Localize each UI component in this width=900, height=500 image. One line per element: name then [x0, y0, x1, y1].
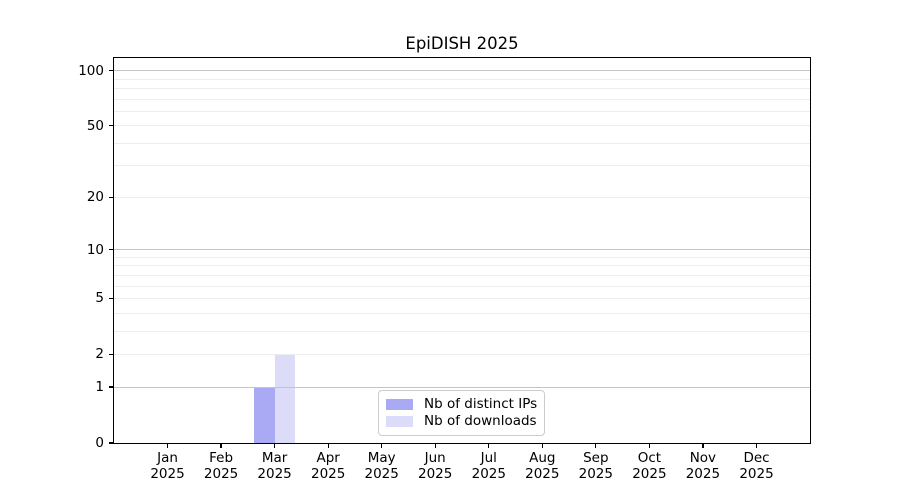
x-tick-month: Jul	[480, 450, 497, 466]
x-tick-year: 2025	[257, 466, 292, 482]
x-tick-month: Sep	[583, 450, 609, 466]
x-tick-month: Oct	[637, 450, 662, 466]
gridline-major	[114, 70, 810, 72]
x-tick-month: Feb	[209, 450, 234, 466]
x-tick-label-dec: Dec 2025	[727, 450, 787, 482]
x-tick-mark-may	[381, 443, 383, 448]
x-tick-year: 2025	[311, 466, 346, 482]
x-tick-mark-mar	[274, 443, 276, 448]
gridline-minor	[114, 125, 810, 127]
x-tick-year: 2025	[418, 466, 453, 482]
gridline-minor	[114, 110, 810, 112]
gridline-minor	[114, 330, 810, 332]
bar-distinct-ips-mar-2025	[253, 387, 275, 443]
gridline-minor	[114, 312, 810, 314]
x-tick-month: Jun	[424, 450, 446, 466]
x-tick-label-sep: Sep 2025	[566, 450, 626, 482]
plot-frame	[113, 57, 811, 444]
x-tick-mark-oct	[648, 443, 650, 448]
x-tick-year: 2025	[203, 466, 239, 482]
x-tick-mark-nov	[702, 443, 704, 448]
x-tick-month: Apr	[316, 450, 340, 466]
x-tick-mark-dec	[755, 443, 758, 448]
y-tick-mark-1	[109, 386, 114, 388]
x-tick-month: Mar	[261, 450, 288, 466]
gridline-minor	[114, 274, 810, 276]
x-tick-mark-sep	[595, 443, 597, 448]
x-tick-mark-feb	[220, 443, 222, 448]
y-tick-label-10: 10	[86, 241, 104, 258]
legend-swatch-downloads-icon	[386, 416, 413, 427]
legend-label-distinct-ips: Nb of distinct IPs	[424, 396, 538, 412]
x-tick-year: 2025	[632, 466, 667, 482]
x-tick-year: 2025	[150, 466, 185, 482]
gridline-major	[114, 249, 810, 250]
x-tick-label-nov: Nov 2025	[673, 450, 733, 482]
gridline-minor	[114, 142, 810, 144]
y-tick-label-2: 2	[95, 346, 104, 363]
gridline-minor	[114, 297, 810, 299]
gridline-minor	[114, 353, 810, 355]
x-tick-mark-jun	[434, 443, 436, 448]
x-tick-label-jul: Jul 2025	[459, 450, 519, 482]
x-tick-label-jan: Jan 2025	[138, 450, 198, 482]
legend-row-downloads: Nb of downloads	[386, 413, 537, 430]
x-tick-year: 2025	[578, 466, 613, 482]
x-tick-label-may: May 2025	[352, 450, 412, 482]
y-tick-label-5: 5	[95, 290, 104, 307]
x-tick-mark-jul	[488, 443, 490, 448]
gridline-minor	[114, 78, 810, 80]
x-tick-year: 2025	[525, 466, 560, 482]
y-tick-mark-100	[109, 69, 114, 72]
y-tick-label-100: 100	[78, 62, 104, 79]
gridline-minor	[114, 165, 810, 167]
y-tick-label-20: 20	[86, 189, 104, 206]
y-tick-mark-20	[109, 196, 114, 198]
chart-title: EpiDISH 2025	[405, 34, 519, 53]
gridline-minor	[114, 98, 810, 100]
legend-label-downloads: Nb of downloads	[424, 413, 537, 429]
y-tick-mark-2	[109, 353, 114, 355]
x-tick-year: 2025	[364, 466, 399, 482]
x-tick-month: May	[367, 450, 396, 466]
x-tick-month: Dec	[743, 450, 770, 466]
x-tick-month: Nov	[689, 450, 717, 466]
gridline-minor	[114, 265, 810, 267]
gridline-major	[114, 386, 810, 388]
gridline-minor	[114, 196, 810, 198]
legend-row-distinct-ips: Nb of distinct IPs	[386, 396, 538, 413]
y-tick-label-1: 1	[95, 379, 104, 396]
x-tick-mark-apr	[327, 443, 329, 448]
y-tick-mark-0	[109, 442, 114, 444]
x-tick-label-mar: Mar 2025	[245, 450, 305, 482]
x-tick-year: 2025	[471, 466, 506, 482]
x-tick-label-oct: Oct 2025	[619, 450, 679, 482]
x-tick-label-feb: Feb 2025	[191, 450, 251, 482]
y-tick-label-50: 50	[86, 117, 104, 134]
y-tick-label-0: 0	[95, 435, 104, 451]
x-tick-year: 2025	[739, 466, 774, 482]
y-tick-mark-5	[109, 297, 114, 300]
x-tick-label-jun: Jun 2025	[405, 450, 465, 482]
y-tick-mark-10	[109, 248, 114, 251]
x-tick-mark-aug	[541, 443, 543, 448]
x-tick-month: Jan	[157, 450, 178, 466]
gridline-minor	[114, 256, 810, 258]
legend-swatch-distinct-ips-icon	[386, 399, 413, 410]
x-tick-month: Aug	[529, 450, 556, 466]
x-tick-label-apr: Apr 2025	[298, 450, 358, 482]
bar-downloads-mar-2025	[274, 354, 296, 443]
legend: Nb of distinct IPs Nb of downloads	[378, 390, 545, 436]
gridline-minor	[114, 285, 810, 287]
x-tick-label-aug: Aug 2025	[512, 450, 572, 482]
x-tick-mark-jan	[166, 443, 169, 448]
x-tick-year: 2025	[685, 466, 721, 482]
y-tick-mark-50	[109, 125, 114, 127]
gridline-minor	[114, 87, 810, 89]
